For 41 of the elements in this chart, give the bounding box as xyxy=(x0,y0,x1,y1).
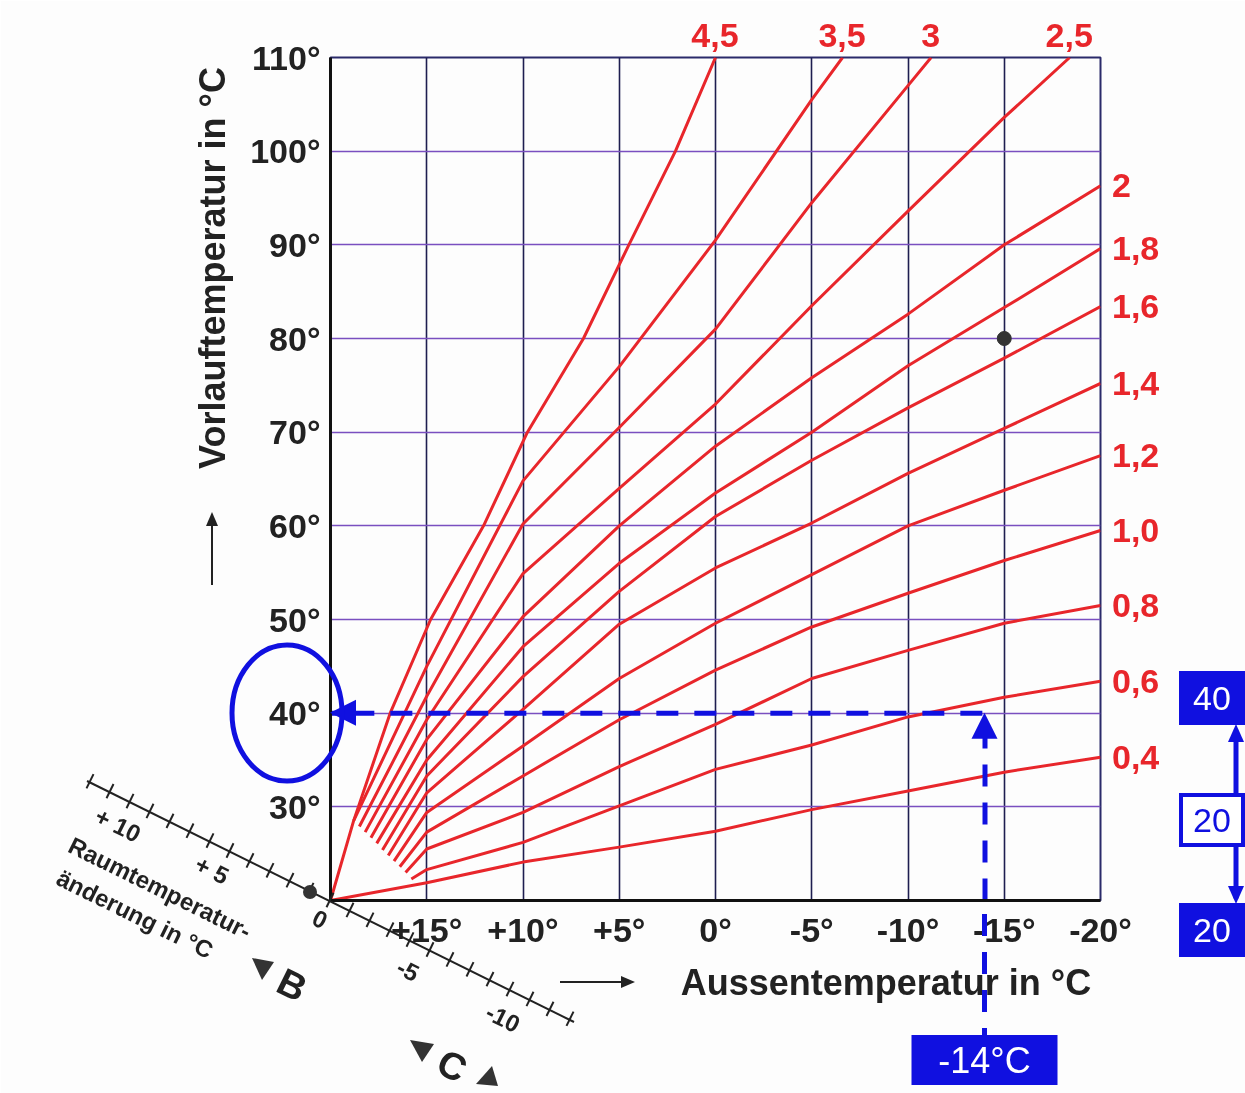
series-label: 4,5 xyxy=(691,16,739,54)
y-axis-title: Vorlauftemperatur in °C xyxy=(191,67,233,469)
x-axis-title: Aussentemperatur in °C xyxy=(680,961,1092,1003)
x-tick-label: +10° xyxy=(487,910,559,949)
text: C xyxy=(430,1041,474,1091)
x-tick-label: -5° xyxy=(789,910,834,949)
series-label: 2 xyxy=(1112,166,1131,205)
text: 20 xyxy=(1193,911,1231,949)
y-tick-label: 110° xyxy=(252,38,321,77)
series-label: 0,4 xyxy=(1112,737,1160,776)
series-label: 1,0 xyxy=(1112,511,1160,549)
x-tick-label: +15° xyxy=(391,910,463,949)
series-label: 1,2 xyxy=(1112,436,1160,475)
text: B xyxy=(270,960,314,1010)
text: -10 xyxy=(481,998,525,1038)
text: 40 xyxy=(1193,679,1231,717)
x-tick-label: -20° xyxy=(1069,910,1132,949)
x-tick-label: 0° xyxy=(699,910,732,949)
y-tick-label: 60° xyxy=(269,506,321,545)
text: -5 xyxy=(392,953,424,987)
y-tick-label: 50° xyxy=(269,600,321,639)
series-label: 3 xyxy=(921,16,941,54)
y-tick-label: 100° xyxy=(250,132,321,171)
series-label: 3,5 xyxy=(818,16,866,54)
y-tick-label: 90° xyxy=(269,225,321,264)
text: -14°C xyxy=(938,1039,1031,1081)
x-tick-label: -15° xyxy=(972,910,1036,949)
series-label: 2,5 xyxy=(1045,16,1093,54)
series-label: 1,4 xyxy=(1112,364,1160,402)
y-tick-label: 40° xyxy=(269,694,321,733)
y-tick-label: 30° xyxy=(269,787,321,826)
x-tick-label: -10° xyxy=(876,910,940,949)
text: 20 xyxy=(1193,801,1231,839)
series-label: 0,8 xyxy=(1112,586,1160,624)
y-tick-label: 70° xyxy=(269,413,321,452)
text: 0 xyxy=(308,903,332,935)
series-label: 0,6 xyxy=(1112,661,1160,700)
series-label: 1,6 xyxy=(1112,287,1160,326)
y-tick-label: 80° xyxy=(269,319,321,358)
series-label: 1,8 xyxy=(1112,229,1160,268)
x-tick-label: +5° xyxy=(593,910,646,949)
